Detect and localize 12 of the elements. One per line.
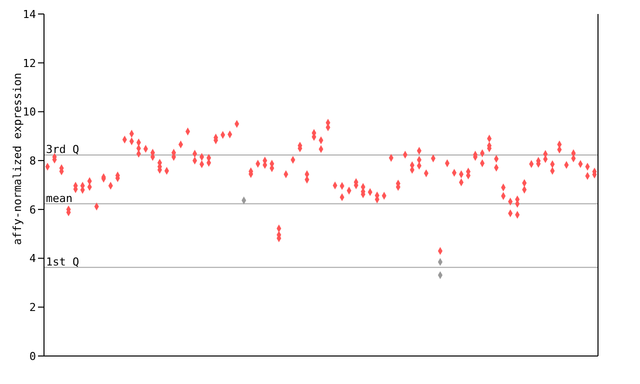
y-axis-title: affy-normalized expression: [10, 72, 24, 245]
y-tick-label: 8: [29, 154, 36, 168]
y-tick-label: 12: [22, 56, 36, 70]
y-tick-label: 6: [29, 203, 36, 216]
y-tick-label: 10: [22, 106, 36, 119]
y-tick-label: 2: [29, 301, 36, 314]
y-tick-label: 0: [29, 350, 36, 363]
ref-line-label: 1st Q: [46, 255, 80, 268]
y-tick-label: 14: [22, 8, 36, 21]
ref-line-label: 3rd Q: [46, 142, 80, 156]
ref-line-label: mean: [46, 192, 72, 205]
y-tick-label: 4: [29, 252, 36, 266]
